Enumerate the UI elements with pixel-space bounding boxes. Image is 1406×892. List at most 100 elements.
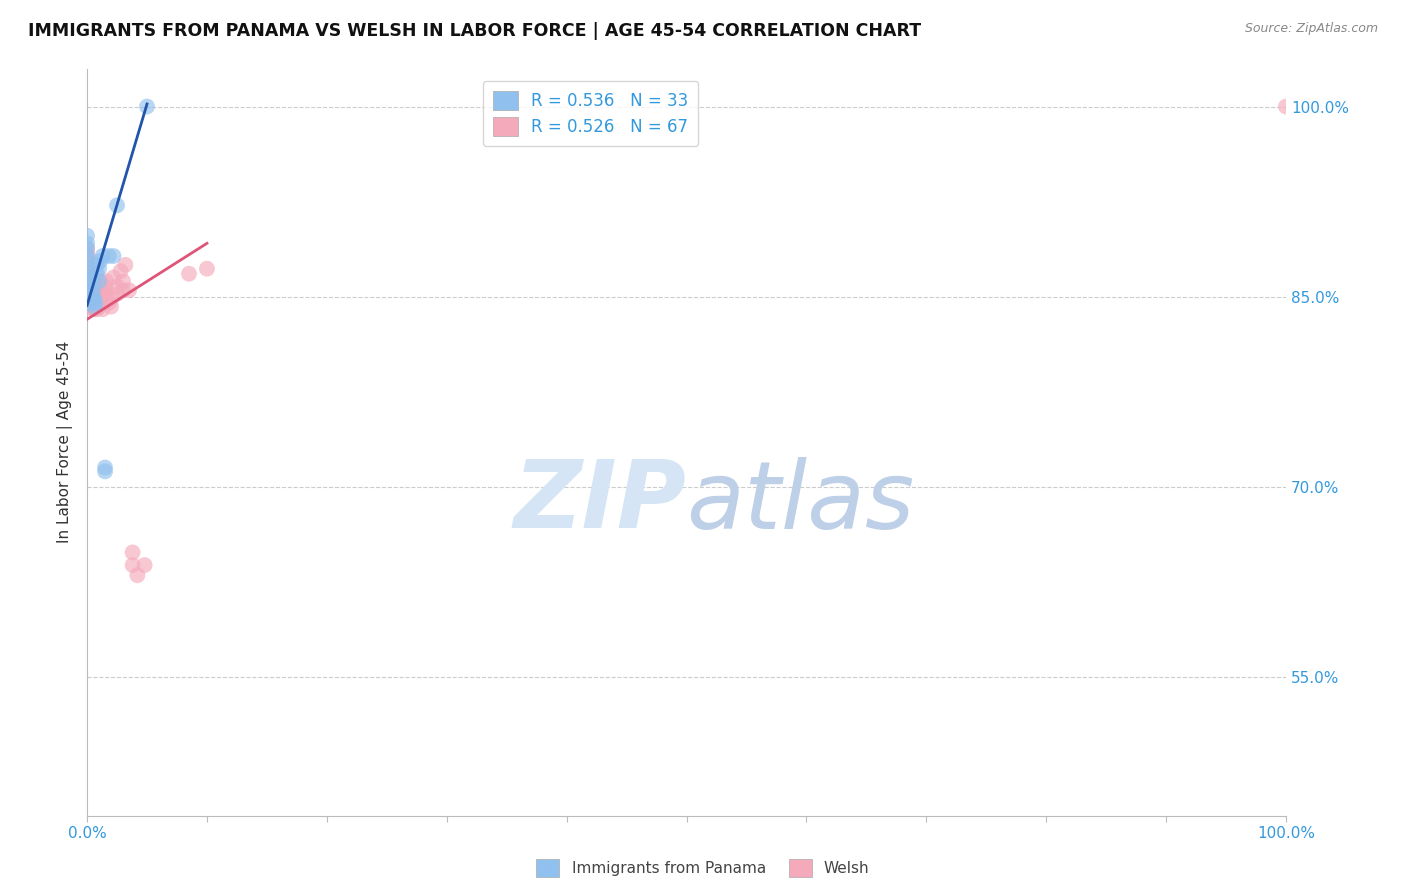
Point [76,268,98,282]
Point [121,558,143,573]
Point [86,302,108,317]
Point [177,267,200,281]
Point [76,241,98,255]
Point [89,283,111,297]
Point [114,258,136,272]
Point [94,287,117,301]
Point [110,264,132,278]
Point [87,261,110,276]
Point [87,289,110,303]
Text: IMMIGRANTS FROM PANAMA VS WELSH IN LABOR FORCE | AGE 45-54 CORRELATION CHART: IMMIGRANTS FROM PANAMA VS WELSH IN LABOR… [28,22,921,40]
Point [76,236,98,251]
Point [87,300,110,314]
Point [134,558,156,573]
Point [112,283,135,297]
Point [76,283,98,297]
Point [90,289,112,303]
Text: atlas: atlas [686,457,915,548]
Point [83,296,105,310]
Point [89,274,111,288]
Point [76,277,98,291]
Point [94,460,117,475]
Point [118,283,141,297]
Point [82,298,104,312]
Point [86,267,108,281]
Point [76,289,98,303]
Text: ZIP: ZIP [513,456,686,548]
Point [1275,99,1298,113]
Point [80,296,103,310]
Point [84,283,107,297]
Text: Source: ZipAtlas.com: Source: ZipAtlas.com [1244,22,1378,36]
Point [76,279,98,293]
Point [91,302,114,317]
Point [80,296,103,310]
Point [76,270,98,285]
Point [82,289,104,303]
Point [105,287,128,301]
Point [82,292,104,306]
Point [76,252,98,266]
Point [76,261,98,276]
Point [86,258,108,272]
Legend: R = 0.536   N = 33, R = 0.526   N = 67: R = 0.536 N = 33, R = 0.526 N = 67 [482,80,699,145]
Point [79,296,101,310]
Point [100,300,122,314]
Point [87,296,110,310]
Point [105,198,128,212]
Point [76,283,98,297]
Point [76,296,98,310]
Point [112,274,135,288]
Point [82,294,104,309]
Point [76,258,98,272]
Point [87,300,110,314]
Point [80,300,103,314]
Point [94,464,117,478]
Point [83,300,105,314]
Point [82,302,104,317]
Point [76,283,98,297]
Point [76,254,98,268]
Point [76,274,98,288]
Point [96,283,118,297]
Point [87,274,110,288]
Point [83,289,105,303]
Point [121,545,143,559]
Point [84,292,107,306]
Point [76,241,98,255]
Point [76,292,98,306]
Point [76,292,98,306]
Point [105,279,128,293]
Point [84,296,107,310]
Point [76,279,98,293]
Point [89,254,111,268]
Point [127,568,149,582]
Point [76,228,98,243]
Point [76,287,98,301]
Point [76,249,98,263]
Point [76,245,98,260]
Point [76,249,98,263]
Point [90,296,112,310]
Point [94,279,117,293]
Legend: Immigrants from Panama, Welsh: Immigrants from Panama, Welsh [529,852,877,884]
Point [136,99,159,113]
Point [86,296,108,310]
Point [100,292,122,306]
Point [97,296,120,310]
Point [103,270,125,285]
Point [76,254,98,268]
Point [87,292,110,306]
Point [76,264,98,278]
Point [82,283,104,297]
Point [76,274,98,288]
Y-axis label: In Labor Force | Age 45-54: In Labor Force | Age 45-54 [58,341,73,543]
Point [83,292,105,306]
Point [83,302,105,317]
Point [195,261,218,276]
Point [80,292,103,306]
Point [76,261,98,276]
Point [84,300,107,314]
Point [97,249,120,263]
Point [103,249,125,263]
